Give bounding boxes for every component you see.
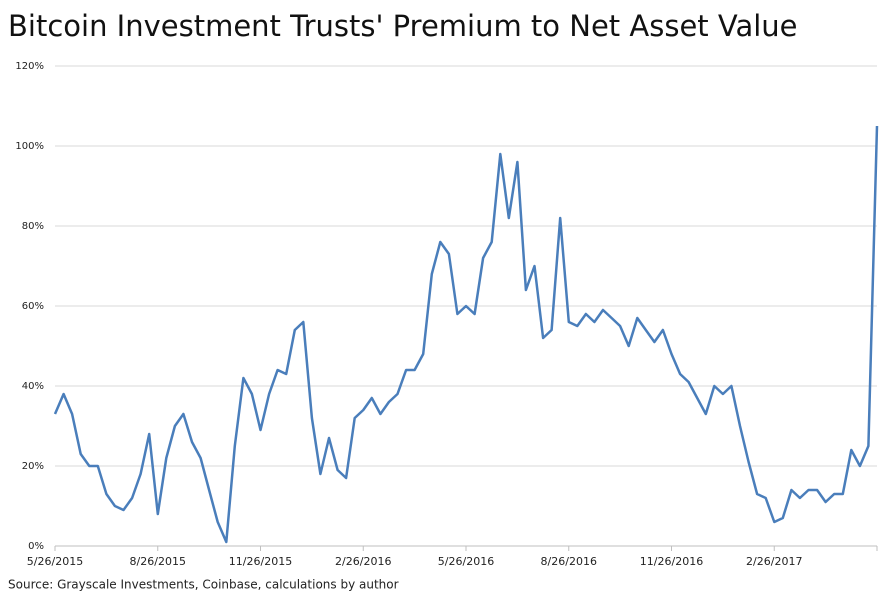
y-tick-label: 20% <box>22 461 44 472</box>
x-tick-label: 5/26/2015 <box>27 555 83 568</box>
line-series <box>53 125 879 544</box>
y-tick-label: 60% <box>22 301 44 312</box>
source-note: Source: Grayscale Investments, Coinbase,… <box>8 578 399 592</box>
x-tick-label: 5/26/2016 <box>438 555 494 568</box>
y-tick-label: 100% <box>15 141 44 152</box>
x-tick-label: 8/26/2016 <box>541 555 597 568</box>
x-tick-label: 11/26/2015 <box>229 555 292 568</box>
x-tick-label: 11/26/2016 <box>640 555 703 568</box>
y-tick-label: 80% <box>22 221 44 232</box>
y-tick-label: 120% <box>15 61 44 72</box>
x-tick-label: 2/26/2016 <box>335 555 391 568</box>
x-tick-label: 2/26/2017 <box>746 555 802 568</box>
x-tick-label: 8/26/2015 <box>130 555 186 568</box>
chart-title: Bitcoin Investment Trusts' Premium to Ne… <box>8 9 798 43</box>
y-tick-label: 40% <box>22 381 44 392</box>
y-tick-label: 0% <box>28 541 44 552</box>
